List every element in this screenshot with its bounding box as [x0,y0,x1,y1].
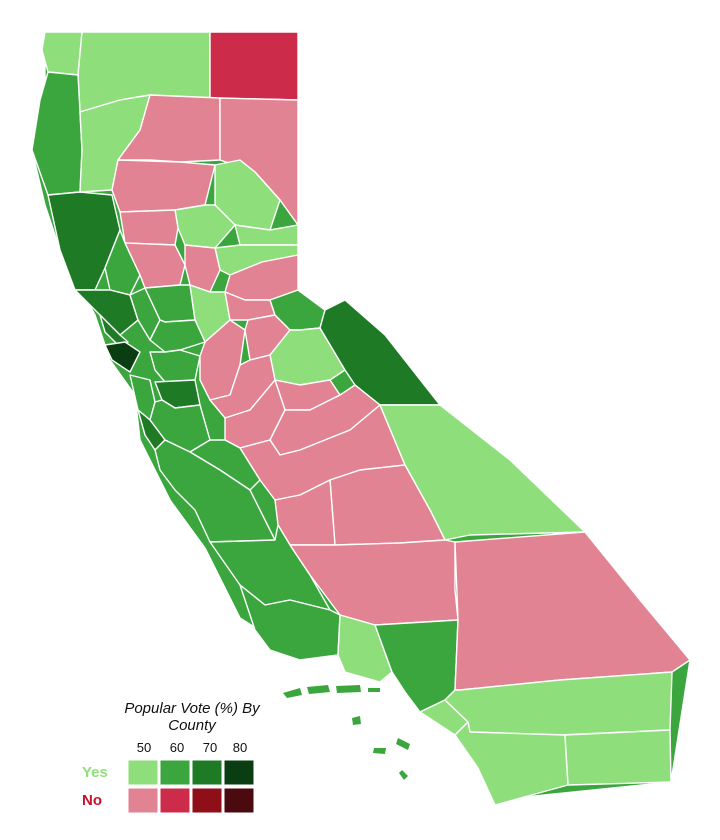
county-contra-costa [149,349,201,383]
legend-swatch-no-70 [191,787,223,814]
legend-swatch-no-50 [127,787,159,814]
county-san-francisco [104,341,141,373]
island-anacapa [368,688,380,692]
legend-title-line1: Popular Vote (%) By [124,700,261,717]
county-imperial [564,729,672,786]
county-san-bernardino [454,531,691,691]
island-santa-barbara [352,716,361,725]
county-del-norte [41,31,83,76]
county-butte [174,204,236,249]
county-kern [289,539,459,626]
island-catalina [396,738,410,750]
county-sierra [234,224,299,246]
county-glenn [119,209,179,246]
legend-yes-label: Yes [82,764,108,781]
island-san-miguel [283,688,302,698]
legend-tick-50: 50 [137,740,151,755]
legend-swatch-yes-50 [127,759,159,786]
county-tehama [111,159,216,213]
legend-tick-60: 60 [170,740,184,755]
county-monterey [154,439,276,543]
channel-islands [283,685,410,780]
island-santa-rosa [307,685,330,694]
legend-swatch-yes-70 [191,759,223,786]
legend-swatch-no-80 [223,787,255,814]
legend-title-line2: County [168,717,217,734]
island-san-nicolas [373,748,386,754]
island-san-clemente [399,770,408,780]
legend-tick-70: 70 [203,740,217,755]
legend-swatch-yes-80 [223,759,255,786]
legend-tick-80: 80 [233,740,247,755]
legend-swatch-yes-60 [159,759,191,786]
island-santa-cruz [336,685,361,693]
legend: Popular Vote (%) By County 50 60 70 80 Y… [82,700,261,814]
legend-no-label: No [82,792,102,809]
legend-swatch-no-60 [159,787,191,814]
county-modoc [209,31,299,101]
